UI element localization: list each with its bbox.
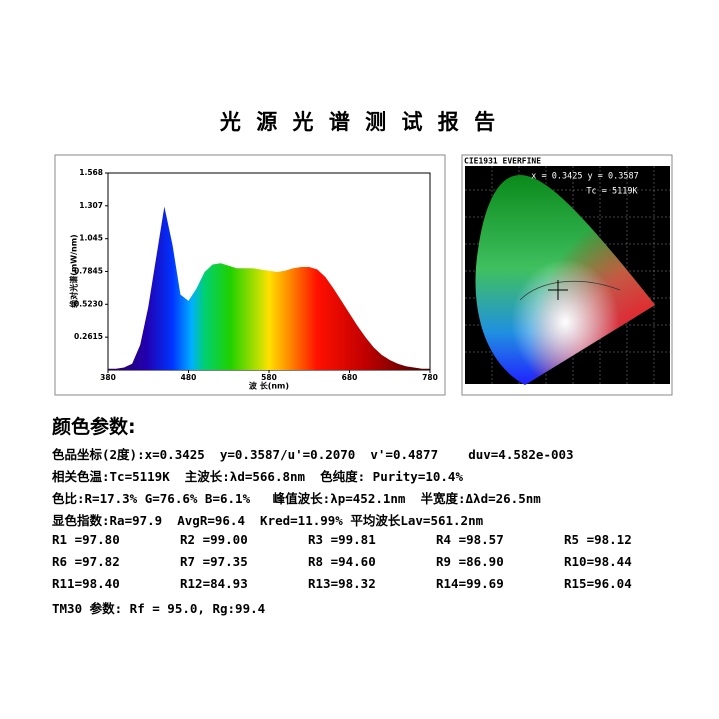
r-value: R2 =99.00	[180, 532, 248, 547]
cie-white-region	[475, 175, 655, 385]
x-axis-label: 波 长(nm)	[249, 381, 289, 391]
r-value: R5 =98.12	[564, 532, 632, 547]
r-value: R11=98.40	[52, 576, 120, 591]
x-tick-label: 780	[422, 373, 438, 382]
report-title: 光 源 光 谱 测 试 报 告	[219, 110, 500, 134]
y-tick-label: 0.7845	[74, 266, 103, 275]
params-heading: 颜色参数:	[52, 416, 136, 438]
y-tick-label: 1.307	[79, 201, 103, 210]
cie-coords: x = 0.3425 y = 0.3587	[531, 172, 638, 182]
r-value: R10=98.44	[564, 554, 632, 569]
spectrum-area	[108, 206, 430, 370]
cie-tc: Tc = 5119K	[586, 187, 638, 197]
r-value: R7 =97.35	[180, 554, 248, 569]
tm30-line: TM30 参数: Rf = 95.0, Rg:99.4	[52, 601, 266, 616]
cie-crosshair	[548, 280, 568, 300]
r-value: R14=99.69	[436, 576, 504, 591]
r-value: R1 =97.80	[52, 532, 120, 547]
y-tick-label: 1.045	[79, 234, 103, 243]
param-line: 显色指数:Ra=97.9 AvgR=96.4 Kred=11.99% 平均波长L…	[52, 513, 484, 528]
planckian-locus	[519, 280, 621, 301]
param-line: 色品坐标(2度):x=0.3425 y=0.3587/u'=0.2070 v'=…	[52, 447, 574, 462]
param-line: 色比:R=17.3% G=76.6% B=6.1% 峰值波长:λp=452.1n…	[52, 491, 541, 506]
param-line: 相关色温:Tc=5119K 主波长:λd=566.8nm 色纯度: Purity…	[52, 469, 463, 484]
cie-header: CIE1931 EVERFINE	[464, 157, 541, 166]
y-tick-label: 0.5230	[74, 299, 103, 308]
r-value: R12=84.93	[180, 576, 248, 591]
r-value: R3 =99.81	[308, 532, 376, 547]
x-tick-label: 480	[181, 373, 197, 382]
r-value: R4 =98.57	[436, 532, 504, 547]
y-axis-label: 绝对光谱(mW/nm)	[69, 234, 79, 307]
y-tick-label: 0.2615	[74, 332, 103, 341]
x-tick-label: 580	[261, 373, 277, 382]
y-tick-label: 1.568	[79, 168, 103, 177]
r-value: R9 =86.90	[436, 554, 504, 569]
x-tick-label: 680	[342, 373, 358, 382]
r-value: R6 =97.82	[52, 554, 120, 569]
r-value: R13=98.32	[308, 576, 376, 591]
r-value: R15=96.04	[564, 576, 632, 591]
r-value: R8 =94.60	[308, 554, 376, 569]
x-tick-label: 380	[100, 373, 116, 382]
